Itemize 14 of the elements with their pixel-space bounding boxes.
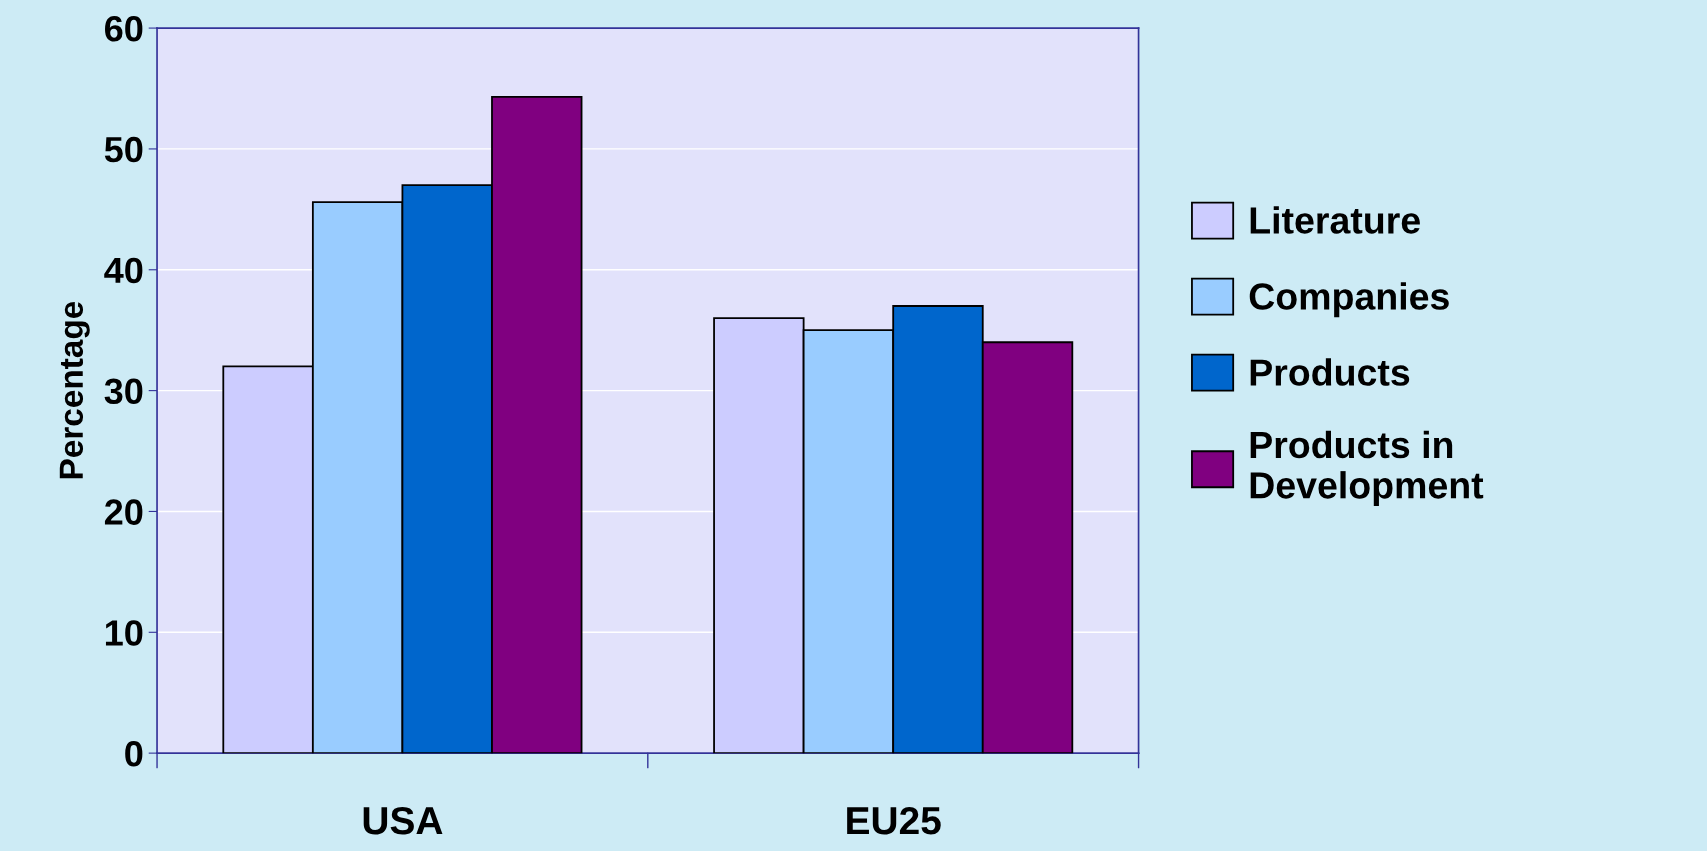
legend-label: Products bbox=[1250, 358, 1410, 386]
y-tick-label: 40 bbox=[104, 257, 143, 284]
y-tick-label: 50 bbox=[104, 136, 143, 163]
legend-label: Products in Development bbox=[1250, 430, 1484, 507]
y-tick-label: 60 bbox=[105, 15, 143, 42]
x-tick-label: EU25 bbox=[847, 806, 941, 835]
y-tick-label: 30 bbox=[104, 378, 143, 405]
y-tick-label: 20 bbox=[104, 499, 143, 525]
x-tick-label: USA bbox=[363, 806, 443, 835]
legend-label: Literature bbox=[1250, 206, 1420, 234]
y-tick-label: 10 bbox=[105, 620, 143, 646]
y-axis-title: Percentage bbox=[59, 301, 90, 479]
y-tick-label: 0 bbox=[125, 741, 143, 767]
legend-label: Companies bbox=[1249, 282, 1449, 318]
